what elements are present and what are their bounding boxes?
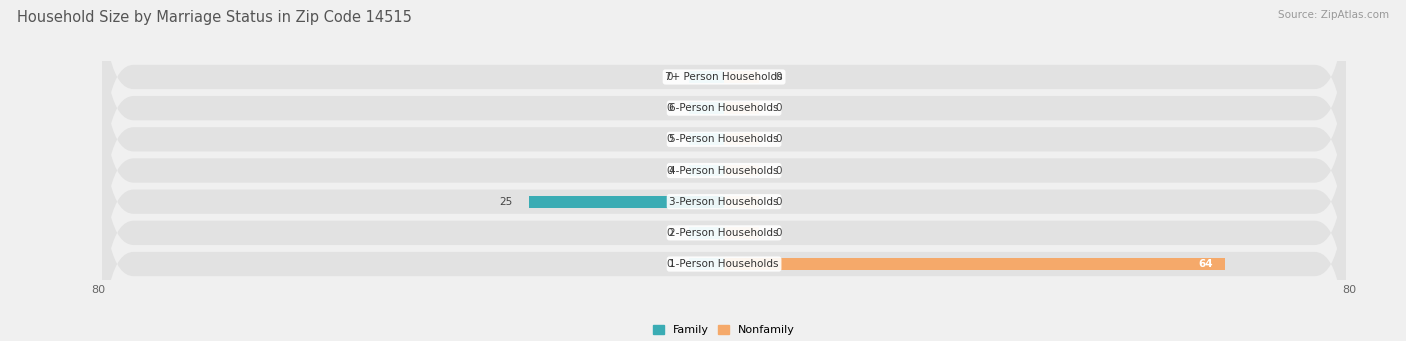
Text: Source: ZipAtlas.com: Source: ZipAtlas.com <box>1278 10 1389 20</box>
Text: 0: 0 <box>666 134 673 144</box>
Text: 5-Person Households: 5-Person Households <box>669 134 779 144</box>
Bar <box>724 258 1225 270</box>
Text: 2-Person Households: 2-Person Households <box>669 228 779 238</box>
FancyBboxPatch shape <box>103 89 1346 314</box>
Bar <box>724 133 759 145</box>
Bar <box>689 165 724 176</box>
Text: Household Size by Marriage Status in Zip Code 14515: Household Size by Marriage Status in Zip… <box>17 10 412 25</box>
Bar <box>724 165 759 176</box>
Bar <box>689 133 724 145</box>
Text: 0: 0 <box>775 103 782 113</box>
Text: 25: 25 <box>499 197 513 207</box>
Text: 0: 0 <box>666 72 673 82</box>
Text: 0: 0 <box>666 259 673 269</box>
Bar <box>689 258 724 270</box>
Bar <box>689 227 724 239</box>
FancyBboxPatch shape <box>103 27 1346 252</box>
Bar <box>724 71 759 83</box>
Legend: Family, Nonfamily: Family, Nonfamily <box>648 320 800 340</box>
FancyBboxPatch shape <box>103 58 1346 283</box>
Text: 0: 0 <box>666 103 673 113</box>
Bar <box>689 71 724 83</box>
Bar <box>689 102 724 114</box>
Text: 0: 0 <box>666 165 673 176</box>
Text: 0: 0 <box>775 72 782 82</box>
Text: 4-Person Households: 4-Person Households <box>669 165 779 176</box>
FancyBboxPatch shape <box>103 120 1346 341</box>
Text: 0: 0 <box>775 165 782 176</box>
Text: 0: 0 <box>775 197 782 207</box>
FancyBboxPatch shape <box>103 0 1346 190</box>
Bar <box>724 227 759 239</box>
Text: 7+ Person Households: 7+ Person Households <box>665 72 783 82</box>
Text: 3-Person Households: 3-Person Households <box>669 197 779 207</box>
Text: 0: 0 <box>775 134 782 144</box>
Text: 64: 64 <box>1198 259 1213 269</box>
Text: 0: 0 <box>775 228 782 238</box>
Text: 6-Person Households: 6-Person Households <box>669 103 779 113</box>
FancyBboxPatch shape <box>103 151 1346 341</box>
Text: 0: 0 <box>666 228 673 238</box>
Bar <box>724 102 759 114</box>
Text: 1-Person Households: 1-Person Households <box>669 259 779 269</box>
Bar <box>529 196 724 208</box>
Bar <box>724 196 759 208</box>
FancyBboxPatch shape <box>103 0 1346 221</box>
